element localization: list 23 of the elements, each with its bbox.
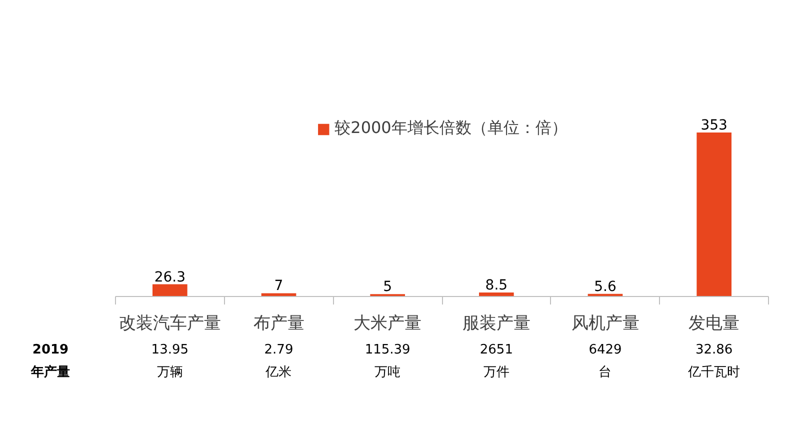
data-label: 8.5: [485, 278, 508, 294]
bar: [261, 293, 296, 296]
legend-label: 较2000年增长倍数（单位：倍）: [334, 118, 568, 139]
data-label: 7: [274, 278, 284, 294]
text: 2.79 亿米: [264, 342, 294, 380]
x-tick-label: 大米产量: [354, 314, 422, 334]
text: 2651 万件: [480, 342, 513, 380]
x-tick-label: 服装产量: [462, 314, 530, 334]
text: 2019 年产量: [30, 342, 70, 380]
bar: [696, 132, 732, 296]
text: 32.86 亿千瓦时: [687, 342, 740, 380]
data-label: 5.6: [594, 278, 616, 295]
bar: [152, 284, 188, 296]
x-tick-label: 发电量: [688, 314, 740, 334]
data-label: 26.3: [154, 269, 186, 286]
x-tick-label: 布产量: [253, 314, 304, 334]
data-label: 353: [700, 118, 728, 134]
text: 115.39 万吨: [364, 342, 410, 380]
x-tick-label: 改装汽车产量: [118, 314, 221, 334]
text: 13.95 万辆: [151, 342, 189, 380]
text: 6429 台: [588, 342, 622, 380]
data-label: 5: [383, 279, 392, 296]
x-tick-label: 风机产量: [571, 314, 640, 334]
